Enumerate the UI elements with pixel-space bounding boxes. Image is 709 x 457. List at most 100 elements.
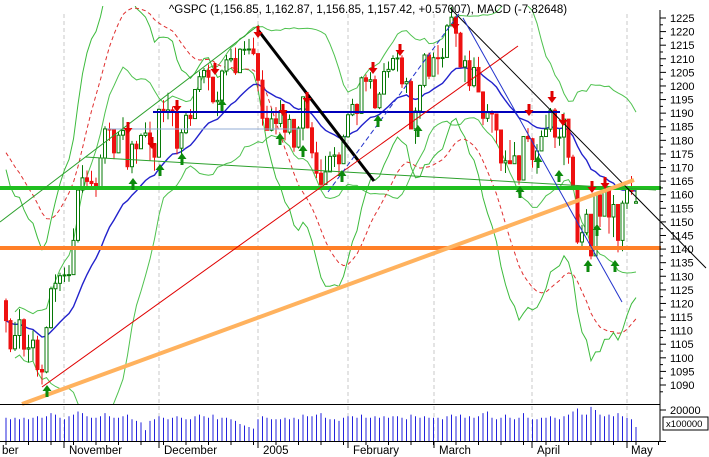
x-axis-month-label: December — [164, 445, 217, 457]
candle-body — [328, 155, 332, 173]
candle-body — [368, 79, 373, 82]
candle-body — [62, 274, 67, 277]
y-axis-label: 1135 — [670, 258, 694, 270]
macd-signal-line — [5, 7, 637, 334]
blue-dashed-trendline — [327, 10, 462, 193]
y-axis-label: 1195 — [670, 95, 694, 107]
sell-signal-arrow — [210, 63, 220, 75]
y-axis-label: 1180 — [670, 135, 694, 147]
candle-body — [44, 327, 49, 373]
candle-body — [427, 54, 431, 77]
candle-body — [611, 203, 616, 218]
candle-body — [400, 57, 404, 85]
candle-body — [575, 188, 580, 243]
orange-rising-trendline — [21, 178, 635, 406]
candle-body — [134, 143, 139, 150]
sell-signal-arrow — [368, 62, 378, 74]
buy-signal-arrow — [298, 145, 308, 157]
candle-body — [332, 154, 337, 157]
candle-body — [436, 57, 440, 60]
candle-body — [274, 118, 278, 124]
buy-signal-arrow — [554, 170, 564, 182]
sell-signal-arrow — [172, 100, 182, 112]
sell-signal-arrow — [278, 104, 288, 116]
candle-body — [85, 177, 89, 182]
candle-body — [139, 134, 143, 150]
sell-signal-arrow — [253, 26, 263, 38]
y-axis-label: 1200 — [670, 81, 694, 93]
red-rising-trendline — [41, 45, 519, 388]
candle-body — [634, 201, 638, 204]
candle-body — [404, 81, 409, 85]
y-axis-label: 1165 — [670, 176, 694, 188]
macd-line — [5, 6, 637, 363]
candle-body — [58, 275, 62, 284]
candle-body — [116, 134, 121, 154]
buy-signal-arrow — [533, 156, 543, 168]
candle-body — [184, 114, 188, 134]
month-gridlines — [63, 14, 628, 441]
buy-signal-arrow — [592, 224, 602, 236]
candle-body — [409, 81, 413, 130]
candle-body — [530, 138, 535, 161]
candle-body — [422, 54, 427, 86]
y-axis-label: 1225 — [670, 13, 694, 25]
candle-body — [517, 155, 521, 181]
black-thin-downtrend — [449, 7, 707, 269]
y-axis-label: 1185 — [670, 122, 694, 134]
buy-signal-arrow — [155, 164, 165, 176]
candle-body — [229, 58, 233, 61]
x-axis-month-label: 2005 — [263, 445, 289, 457]
y-axis-label: 1120 — [670, 298, 694, 310]
y-axis-label: 1160 — [670, 190, 694, 202]
y-axis-label: 1150 — [670, 217, 694, 229]
candle-body — [202, 69, 206, 78]
x-axis-month-label: ber — [2, 445, 19, 457]
candle-body — [539, 136, 544, 152]
x-axis-month-label: March — [439, 445, 471, 457]
candle-body — [35, 339, 40, 371]
bollinger-upper-band — [14, 6, 637, 315]
buy-signal-arrow — [217, 99, 227, 111]
candle-body — [494, 113, 499, 131]
y-axis-label: 1215 — [670, 40, 694, 52]
sell-signal-arrow — [524, 104, 534, 116]
candle-body — [206, 69, 211, 78]
buy-signal-arrow — [128, 178, 138, 190]
candle-body — [197, 76, 202, 90]
candle-body — [53, 282, 58, 290]
candle-body — [503, 160, 508, 164]
y-axis-label: 1105 — [670, 339, 694, 351]
y-axis-label: 1090 — [670, 380, 694, 392]
candle-body — [143, 132, 148, 136]
blue-declining-trendline — [462, 17, 623, 303]
y-axis-label: 1205 — [670, 67, 694, 79]
candle-body — [238, 48, 242, 74]
chart-title: ^GSPC (1,156.85, 1,162.87, 1,156.85, 1,1… — [169, 4, 567, 16]
candle-body — [287, 118, 292, 133]
x-axis-month-label: November — [69, 445, 122, 457]
candle-body — [382, 71, 386, 95]
candle-body — [566, 118, 571, 158]
candle-body — [121, 130, 125, 136]
candle-body — [463, 60, 467, 68]
candle-body — [233, 58, 238, 74]
candle-body — [211, 76, 215, 103]
candle-body — [616, 203, 620, 241]
buy-signal-arrow — [337, 170, 347, 182]
candle-body — [242, 48, 247, 51]
candle-body — [40, 369, 44, 373]
candle-body — [355, 103, 359, 114]
candle-body — [350, 103, 355, 116]
candle-body — [499, 129, 503, 164]
candle-body — [512, 155, 517, 165]
candle-body — [71, 239, 76, 276]
candle-body — [215, 99, 220, 103]
ema-20-line — [5, 66, 637, 338]
candle-body — [260, 79, 265, 119]
y-axis-label: 1140 — [670, 244, 694, 256]
candle-body — [548, 109, 553, 130]
candle-body — [13, 335, 17, 350]
sell-signal-arrow — [450, 18, 460, 30]
buy-signal-arrow — [515, 186, 525, 198]
